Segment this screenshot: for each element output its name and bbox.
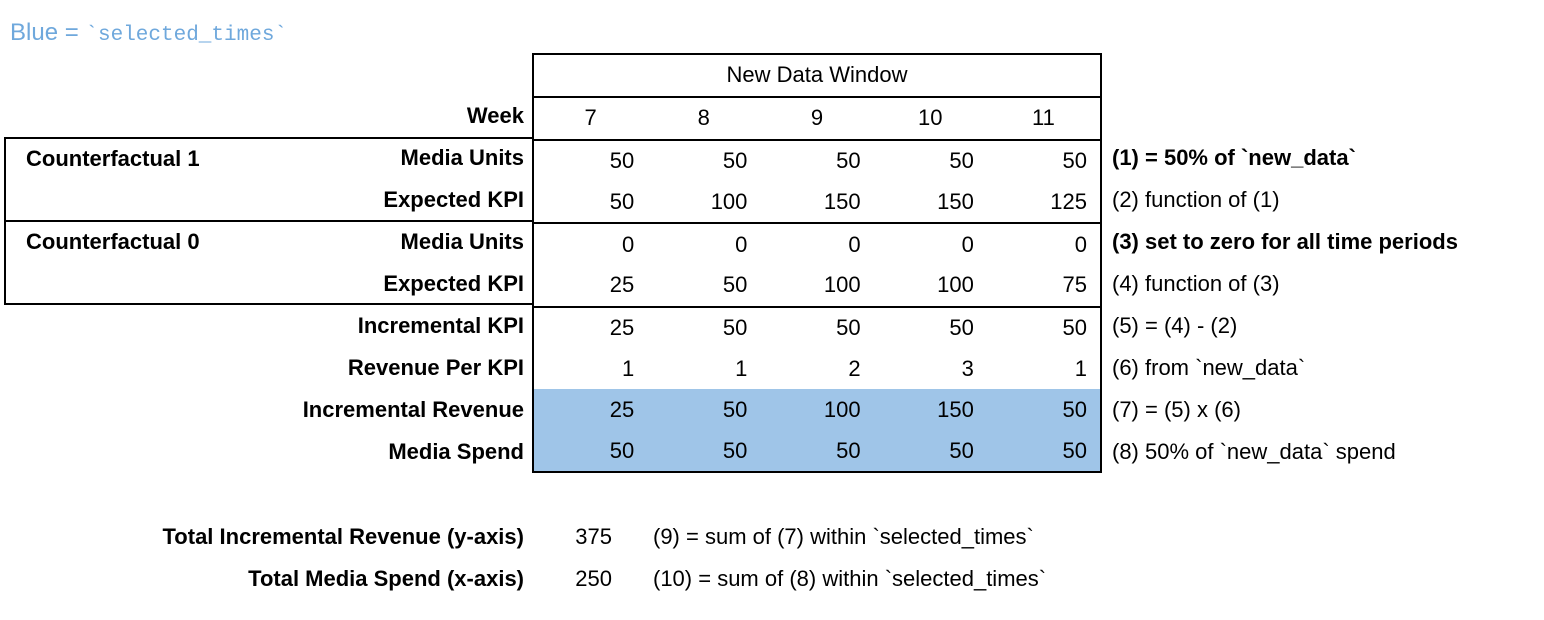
week-cell: 8 bbox=[697, 105, 710, 131]
row-label-media-units-cf0: Media Units bbox=[400, 229, 524, 254]
data-cell: 1 bbox=[735, 355, 748, 381]
row-note-1: (1) = 50% of `new_data` bbox=[1112, 145, 1356, 170]
row-label-incremental-kpi: Incremental KPI bbox=[357, 313, 524, 338]
data-cell: 0 bbox=[1074, 231, 1088, 257]
data-cell: 50 bbox=[836, 147, 861, 173]
table-row-incremental-revenue-highlighted: 25 50 100 150 50 bbox=[534, 389, 1100, 431]
data-cell: 25 bbox=[609, 396, 635, 422]
table-row-expected-kpi-cf0: 25 50 100 100 75 bbox=[534, 265, 1100, 308]
data-cell: 50 bbox=[1062, 437, 1088, 463]
data-cell: 50 bbox=[722, 396, 748, 422]
row-label-expected-kpi-cf1: Expected KPI bbox=[383, 187, 524, 212]
data-cell: 150 bbox=[937, 396, 974, 422]
row-note-2: (2) function of (1) bbox=[1112, 187, 1280, 212]
data-cell: 100 bbox=[937, 272, 974, 298]
data-cell: 50 bbox=[1062, 315, 1088, 341]
data-cell: 50 bbox=[609, 437, 635, 463]
total-media-spend-value: 250 bbox=[575, 566, 612, 591]
week-cell: 7 bbox=[584, 105, 597, 131]
data-cell: 50 bbox=[949, 315, 974, 341]
week-cell: 9 bbox=[810, 105, 824, 131]
row-label-expected-kpi-cf0: Expected KPI bbox=[383, 271, 524, 296]
counterfactual-table: New Data Window 7 8 9 10 11 50 50 50 50 … bbox=[532, 53, 1102, 473]
counterfactual-0-label: Counterfactual 0 bbox=[26, 229, 200, 254]
total-note-10: (10) = sum of (8) within `selected_times… bbox=[653, 566, 1047, 591]
data-cell: 150 bbox=[823, 188, 861, 214]
week-cell: 11 bbox=[1031, 105, 1055, 131]
data-cell: 100 bbox=[823, 272, 861, 298]
data-cell: 50 bbox=[722, 315, 748, 341]
data-cell: 50 bbox=[836, 437, 861, 463]
data-cell: 150 bbox=[937, 188, 974, 214]
data-cell: 25 bbox=[609, 315, 635, 341]
data-cell: 50 bbox=[722, 147, 748, 173]
table-row-media-units-cf1: 50 50 50 50 50 bbox=[534, 141, 1100, 182]
table-row-incremental-kpi: 25 50 50 50 50 bbox=[534, 308, 1100, 349]
total-incremental-revenue-label: Total Incremental Revenue (y-axis) bbox=[162, 524, 525, 549]
row-note-8: (8) 50% of `new_data` spend bbox=[1112, 439, 1396, 464]
data-cell: 3 bbox=[961, 355, 974, 381]
row-note-3: (3) set to zero for all time periods bbox=[1112, 229, 1458, 254]
data-cell: 50 bbox=[722, 437, 748, 463]
week-row: 7 8 9 10 11 bbox=[534, 98, 1100, 141]
row-note-5: (5) = (4) - (2) bbox=[1112, 313, 1238, 338]
data-cell: 100 bbox=[823, 396, 861, 422]
total-note-9: (9) = sum of (7) within `selected_times` bbox=[653, 524, 1034, 549]
legend-blue-note: Blue = `selected_times` bbox=[10, 16, 287, 50]
total-media-spend-label: Total Media Spend (x-axis) bbox=[248, 566, 524, 591]
table-row-revenue-per-kpi: 1 1 2 3 1 bbox=[534, 349, 1100, 390]
new-data-window-header: New Data Window bbox=[534, 55, 1100, 98]
counterfactual-0-box: Counterfactual 0 bbox=[6, 222, 532, 303]
data-cell: 2 bbox=[848, 355, 861, 381]
data-cell: 50 bbox=[949, 147, 974, 173]
data-cell: 125 bbox=[1050, 188, 1088, 214]
data-cell: 1 bbox=[621, 355, 635, 381]
table-row-media-spend-highlighted: 50 50 50 50 50 bbox=[534, 430, 1100, 471]
row-label-incremental-revenue: Incremental Revenue bbox=[302, 397, 524, 422]
data-cell: 50 bbox=[609, 188, 635, 214]
total-incremental-revenue-value: 375 bbox=[575, 524, 612, 549]
table-row-media-units-cf0: 0 0 0 0 0 bbox=[534, 224, 1100, 265]
row-label-media-units-cf1: Media Units bbox=[400, 145, 524, 170]
data-cell: 25 bbox=[609, 272, 635, 298]
data-cell: 0 bbox=[735, 231, 748, 257]
data-cell: 50 bbox=[609, 147, 635, 173]
data-cell: 75 bbox=[1062, 272, 1088, 298]
data-cell: 0 bbox=[621, 231, 635, 257]
legend-text: Blue = bbox=[10, 19, 86, 46]
legend-code-selected-times: `selected_times` bbox=[85, 24, 288, 47]
window-title: New Data Window bbox=[726, 62, 908, 88]
data-cell: 0 bbox=[961, 231, 974, 257]
row-note-4: (4) function of (3) bbox=[1112, 271, 1280, 296]
row-note-6: (6) from `new_data` bbox=[1112, 355, 1306, 380]
counterfactual-1-label: Counterfactual 1 bbox=[26, 146, 200, 171]
counterfactual-boxes: Counterfactual 1 Counterfactual 0 bbox=[4, 137, 532, 305]
data-cell: 50 bbox=[1062, 147, 1088, 173]
row-note-7: (7) = (5) x (6) bbox=[1112, 397, 1241, 422]
row-label-revenue-per-kpi: Revenue Per KPI bbox=[347, 355, 524, 380]
table-row-expected-kpi-cf1: 50 100 150 150 125 bbox=[534, 181, 1100, 225]
counterfactual-1-box: Counterfactual 1 bbox=[6, 139, 532, 222]
data-cell: 1 bbox=[1074, 355, 1088, 381]
row-label-week: Week bbox=[466, 103, 524, 128]
data-cell: 0 bbox=[848, 231, 861, 257]
data-cell: 50 bbox=[1062, 396, 1088, 422]
data-cell: 50 bbox=[722, 272, 748, 298]
data-cell: 50 bbox=[836, 315, 861, 341]
data-cell: 100 bbox=[710, 188, 748, 214]
data-cell: 50 bbox=[949, 437, 974, 463]
row-label-media-spend: Media Spend bbox=[388, 439, 524, 464]
week-cell: 10 bbox=[917, 105, 943, 131]
